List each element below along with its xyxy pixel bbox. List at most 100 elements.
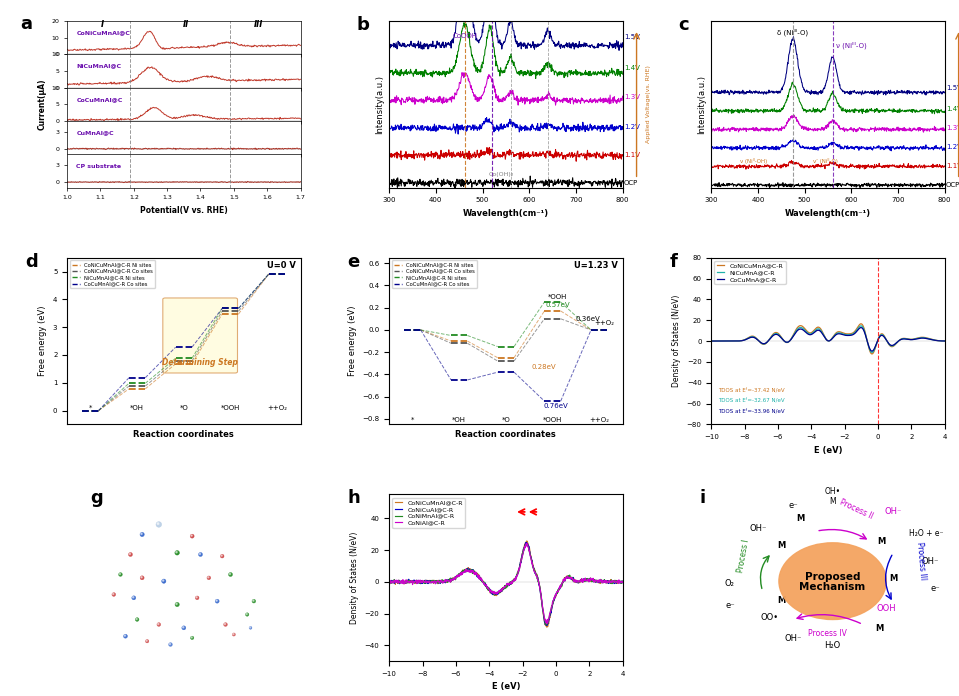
Circle shape xyxy=(199,553,202,557)
Text: 1.4V: 1.4V xyxy=(624,65,640,70)
CoCuMnA@C-R xyxy=(907,335,919,344)
Circle shape xyxy=(169,642,173,647)
Circle shape xyxy=(119,573,123,576)
Circle shape xyxy=(182,626,184,628)
CoNiAl@C-R xyxy=(398,578,409,586)
Circle shape xyxy=(237,593,241,596)
CoNiAl@C-R xyxy=(541,619,552,628)
CoNiAl@C-R xyxy=(617,578,628,586)
Circle shape xyxy=(163,580,164,581)
CoNiAl@C-R xyxy=(519,542,530,551)
Text: Applied Voltage(vs. RHE): Applied Voltage(vs. RHE) xyxy=(646,65,651,143)
Text: Co(OH)₂: Co(OH)₂ xyxy=(488,172,514,177)
Circle shape xyxy=(215,599,220,603)
CoNiCuMnA@C-R xyxy=(866,350,877,358)
CoNiCuAl@C-R xyxy=(521,538,532,546)
Text: OH⁻: OH⁻ xyxy=(784,634,802,643)
Circle shape xyxy=(175,603,177,605)
Y-axis label: Density of States (N/eV): Density of States (N/eV) xyxy=(350,532,360,624)
NiCuMnA@C-R xyxy=(720,337,732,345)
NiCuMnA@C-R xyxy=(883,340,895,348)
Text: *O: *O xyxy=(179,405,188,411)
Text: *: * xyxy=(89,405,92,411)
Y-axis label: Free energy (eV): Free energy (eV) xyxy=(38,306,47,377)
CoNiCuMnAl@C-R xyxy=(398,576,409,585)
CoNiMnAl@C-R xyxy=(585,576,596,584)
Text: CuMnAl@C: CuMnAl@C xyxy=(77,130,114,135)
Circle shape xyxy=(129,553,130,555)
CoNiCuMnAl@C-R xyxy=(541,623,552,631)
NiCuMnA@C-R xyxy=(866,348,877,356)
Text: d: d xyxy=(25,253,37,271)
Text: Determining Step: Determining Step xyxy=(162,358,238,367)
Circle shape xyxy=(246,613,247,615)
CoNiCuMnA@C-R xyxy=(855,319,867,328)
CoNiCuAl@C-R xyxy=(519,541,530,550)
Circle shape xyxy=(221,554,224,558)
Text: II: II xyxy=(183,20,189,29)
CoNiMnAl@C-R xyxy=(519,541,530,550)
Text: e: e xyxy=(347,253,360,271)
Line: CoNiCuMnAl@C-R: CoNiCuMnAl@C-R xyxy=(389,541,622,627)
Circle shape xyxy=(141,577,142,578)
X-axis label: Potential(V vs. RHE): Potential(V vs. RHE) xyxy=(140,206,227,215)
CoNiMnAl@C-R xyxy=(526,555,537,563)
Circle shape xyxy=(154,600,155,601)
CoCuMnA@C-R xyxy=(854,324,866,332)
Circle shape xyxy=(249,626,252,629)
Text: M: M xyxy=(889,574,898,583)
CoNiCuMnA@C-R xyxy=(847,329,858,337)
Text: M: M xyxy=(876,624,883,633)
X-axis label: Wavelength(cm⁻¹): Wavelength(cm⁻¹) xyxy=(463,209,549,218)
Circle shape xyxy=(779,543,886,619)
Circle shape xyxy=(132,596,134,598)
Text: 1.1V: 1.1V xyxy=(624,152,640,158)
Text: *OH: *OH xyxy=(130,405,144,411)
CoNiMnAl@C-R xyxy=(384,578,395,586)
Text: OH•
M: OH• M xyxy=(825,487,841,507)
Circle shape xyxy=(131,596,136,600)
Circle shape xyxy=(141,533,142,535)
Text: 1.3V: 1.3V xyxy=(624,95,640,100)
Text: 1.4V: 1.4V xyxy=(946,106,959,112)
Circle shape xyxy=(253,600,254,601)
Text: f: f xyxy=(669,253,677,271)
Circle shape xyxy=(162,579,166,583)
CoCuMnA@C-R xyxy=(706,337,717,345)
CoNiMnAl@C-R xyxy=(617,577,628,585)
CoNiAl@C-R xyxy=(526,555,537,564)
Text: U=1.23 V: U=1.23 V xyxy=(574,261,618,270)
Text: e⁻: e⁻ xyxy=(930,584,940,593)
NiCuMnA@C-R xyxy=(854,322,866,331)
CoNiCuMnAl@C-R xyxy=(561,573,573,581)
CoNiCuMnA@C-R xyxy=(939,337,950,345)
NiCuMnA@C-R xyxy=(841,331,853,339)
Circle shape xyxy=(207,576,211,580)
Circle shape xyxy=(186,577,187,578)
X-axis label: Reaction coordinates: Reaction coordinates xyxy=(456,430,556,439)
Circle shape xyxy=(152,555,156,560)
Text: *O: *O xyxy=(502,417,510,423)
FancyBboxPatch shape xyxy=(163,298,238,373)
Text: 0.36eV: 0.36eV xyxy=(576,316,600,322)
CoNiAl@C-R xyxy=(561,574,573,583)
Circle shape xyxy=(228,573,232,576)
CoNiAl@C-R xyxy=(532,576,544,584)
CoNiCuMnA@C-R xyxy=(883,340,895,349)
Circle shape xyxy=(140,576,144,580)
Text: TDOS at Eᶠ=-33.96 N/eV: TDOS at Eᶠ=-33.96 N/eV xyxy=(718,409,784,413)
Text: CoCuMnAl@C: CoCuMnAl@C xyxy=(77,97,123,102)
CoNiCuAl@C-R xyxy=(398,578,409,587)
Legend: CoNiCuMnAl@C-R Ni sites, CoNiCuMnAl@C-R Co sites, NiCuMnAl@C-R Ni sites, CoCuMnA: CoNiCuMnAl@C-R Ni sites, CoNiCuMnAl@C-R … xyxy=(70,260,155,288)
CoNiCuMnAl@C-R xyxy=(526,554,537,562)
Text: ν’ (Niᴵᴵ-O): ν’ (Niᴵᴵ-O) xyxy=(813,158,838,164)
Text: CoOOH: CoOOH xyxy=(453,33,478,38)
Circle shape xyxy=(166,530,167,531)
Text: g: g xyxy=(90,489,104,507)
Text: 1.2V: 1.2V xyxy=(624,125,640,130)
CoCuMnA@C-R xyxy=(855,324,867,332)
Text: e⁻: e⁻ xyxy=(725,601,735,610)
X-axis label: Reaction coordinates: Reaction coordinates xyxy=(133,430,234,439)
Circle shape xyxy=(216,600,217,601)
Text: *OOH: *OOH xyxy=(543,417,562,423)
